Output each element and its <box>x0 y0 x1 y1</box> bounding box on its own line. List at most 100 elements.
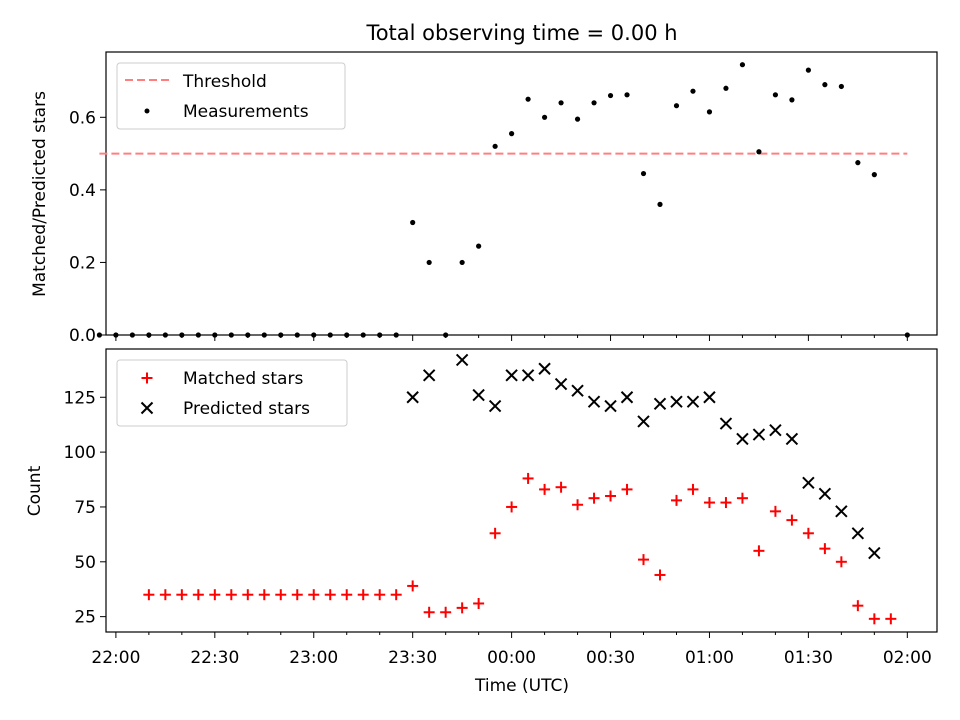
measurement-point <box>311 332 317 338</box>
count-x-tick-label: 23:30 <box>388 648 437 668</box>
measurement-point <box>855 160 861 166</box>
ratio-y-tick-label: 0.0 <box>69 326 96 346</box>
measurement-point <box>113 332 119 338</box>
count-x-ticks: 22:00 22:30 23:00 23:30 00:00 00:30 01:00 01:30… <box>91 632 932 668</box>
predicted-star-point <box>406 391 419 404</box>
measurement-point <box>492 143 498 149</box>
ratio-y-tick-label: 0.4 <box>69 181 96 201</box>
measurement-point <box>344 332 350 338</box>
predicted-star-point <box>818 487 832 500</box>
matched-star-point <box>720 497 732 509</box>
measurement-point <box>624 92 630 98</box>
measurement-point <box>789 97 795 103</box>
ratio-y-tick-label: 0.2 <box>69 253 96 273</box>
predicted-star-point <box>538 362 551 375</box>
figure-title: Total observing time = 0.00 h <box>365 21 677 45</box>
measurement-point <box>327 332 333 338</box>
measurement-point <box>162 332 168 338</box>
matched-star-point <box>423 606 435 618</box>
matched-star-point <box>588 492 600 504</box>
count-y-tick-label: 75 <box>74 498 96 518</box>
matched-star-point <box>176 589 188 601</box>
matched-star-point <box>291 589 303 601</box>
matched-star-point <box>522 472 534 484</box>
matched-star-point <box>440 606 452 618</box>
measurement-point <box>904 332 910 338</box>
count-x-tick-label: 00:30 <box>586 648 635 668</box>
measurement-point <box>195 332 201 338</box>
count-y-tick-label: 25 <box>74 608 96 628</box>
count-panel: 25 50 75 100 125 22:00 22:30 23:00 23:30 00:00 00… <box>25 348 938 696</box>
matched-star-point <box>703 497 715 509</box>
predicted-star-point <box>752 428 766 441</box>
predicted-star-point <box>422 369 436 382</box>
ratio-legend-box <box>116 62 346 130</box>
ratio-legend: Threshold Measurements <box>116 62 346 130</box>
measurement-point <box>179 332 185 338</box>
matched-star-point <box>143 589 155 601</box>
measurement-point <box>443 332 449 338</box>
measurement-point <box>739 62 746 68</box>
matched-star-point <box>275 589 287 601</box>
matched-star-point <box>242 589 254 601</box>
predicted-star-point <box>785 432 799 446</box>
measurement-point <box>377 332 383 338</box>
count-legend: Matched stars Predicted stars <box>116 359 348 427</box>
predicted-star-point <box>736 432 749 446</box>
matched-star-point <box>539 483 551 495</box>
matched-star-point <box>209 589 221 601</box>
matched-star-point <box>258 589 270 601</box>
matched-star-point <box>159 589 171 601</box>
predicted-legend-marker <box>140 401 154 415</box>
measurement-point <box>129 332 135 338</box>
measurement-point <box>245 332 251 338</box>
measurement-point <box>360 332 366 338</box>
measurement-point <box>509 131 515 137</box>
count-x-tick-label: 00:00 <box>487 648 536 668</box>
predicted-star-point <box>472 388 485 402</box>
matched-star-point <box>819 543 831 555</box>
predicted-star-point <box>719 417 733 430</box>
measurement-point <box>541 114 548 120</box>
predicted-star-point <box>802 476 815 490</box>
measurement-point <box>591 100 597 106</box>
ratio-y-ticks: 0.0 0.2 0.4 0.6 <box>69 108 106 346</box>
matched-star-point <box>489 527 501 539</box>
measurement-point <box>426 259 432 266</box>
measurement-point <box>294 332 300 338</box>
ratio-panel: 0.0 0.2 0.4 0.6 Matched/Predicted stars Thr… <box>30 51 938 346</box>
ratio-y-tick-label: 0.6 <box>69 108 96 128</box>
matched-star-point <box>670 494 682 506</box>
matched-star-point <box>769 505 781 517</box>
measurement-point <box>805 67 811 73</box>
count-y-tick-label: 50 <box>74 553 96 573</box>
measurement-point <box>871 172 877 178</box>
matched-star-point <box>225 589 237 601</box>
count-y-tick-label: 100 <box>64 443 96 463</box>
predicted-star-point <box>521 369 535 382</box>
matched-star-point <box>555 481 567 493</box>
matched-star-point <box>324 589 336 601</box>
threshold-legend-label: Threshold <box>182 72 267 92</box>
matched-star-point <box>885 613 897 625</box>
predicted-star-point <box>851 527 865 540</box>
measurement-point <box>393 332 399 338</box>
matched-legend-marker <box>141 372 153 384</box>
predicted-star-point <box>587 395 601 408</box>
predicted-star-point <box>604 399 617 413</box>
matched-star-point <box>621 483 633 495</box>
measurement-point <box>706 109 713 115</box>
measurement-point <box>838 83 844 90</box>
measurements-legend-swatch <box>144 108 150 114</box>
matched-star-point <box>868 613 880 625</box>
count-y-axis-label: Count <box>25 465 45 516</box>
predicted-star-point <box>686 395 700 408</box>
measurement-point <box>673 103 680 109</box>
measurement-point <box>476 243 482 249</box>
measurement-point <box>756 149 762 155</box>
count-plot-area <box>143 353 897 625</box>
count-y-ticks: 25 50 75 100 125 <box>64 388 106 628</box>
measurement-point <box>278 332 284 338</box>
matched-star-point <box>357 589 369 601</box>
